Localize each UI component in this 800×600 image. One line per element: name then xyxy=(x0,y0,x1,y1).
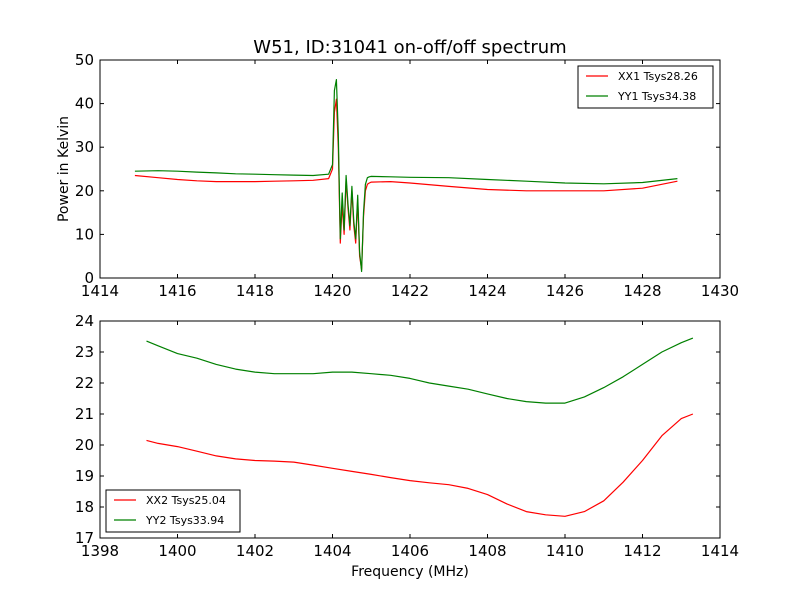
y-tick-label: 0 xyxy=(84,269,94,287)
legend-label: YY1 Tsys34.38 xyxy=(617,90,696,103)
y-tick-label: 24 xyxy=(75,312,94,330)
y-tick-label: 23 xyxy=(75,343,94,361)
y-tick-label: 20 xyxy=(75,436,94,454)
x-tick-label: 1398 xyxy=(81,542,119,560)
series-line-yy2 xyxy=(146,337,694,404)
x-tick-label: 1400 xyxy=(158,542,196,560)
legend-box xyxy=(105,489,241,533)
series-layer xyxy=(134,78,678,273)
legend: XX1 Tsys28.26 YY1 Tsys34.38 xyxy=(577,65,714,109)
x-tick-label: 1420 xyxy=(313,282,351,300)
x-tick-label: 1428 xyxy=(623,282,661,300)
y-tick-label: 21 xyxy=(75,405,94,423)
x-tick-label: 1414 xyxy=(701,542,739,560)
plot-frame xyxy=(99,59,721,279)
x-tick-label: 1422 xyxy=(391,282,429,300)
x-tick-label: 1416 xyxy=(158,282,196,300)
x-tick-label: 1430 xyxy=(701,282,739,300)
y-tick-label: 40 xyxy=(75,95,94,113)
y-axis-label: Power in Kelvin xyxy=(56,116,72,222)
tick-layer: 1414 1416 1418 1420 1422 1424 1426 1428 1430 0 10 2… xyxy=(75,51,739,300)
x-tick-label: 1414 xyxy=(81,282,119,300)
chart-title: W51, ID:31041 on-off/off spectrum xyxy=(253,37,566,58)
y-tick-label: 50 xyxy=(75,51,94,69)
legend-label: YY2 Tsys33.94 xyxy=(145,514,224,527)
y-tick-label: 30 xyxy=(75,138,94,156)
legend-label: XX2 Tsys25.04 xyxy=(146,494,226,507)
y-tick-label: 19 xyxy=(75,467,94,485)
y-tick-label: 18 xyxy=(75,498,94,516)
legend-label: XX1 Tsys28.26 xyxy=(618,70,698,83)
y-tick-label: 22 xyxy=(75,374,94,392)
plot-frame xyxy=(99,320,721,539)
series-line-xx2 xyxy=(146,413,694,517)
bottom-chart: Frequency (MHz) 1398 1400 1402 1404 1406 1408… xyxy=(75,312,739,580)
series-layer xyxy=(146,337,694,517)
y-tick-label: 17 xyxy=(75,529,94,547)
top-chart: W51, ID:31041 on-off/off spectrum Power … xyxy=(56,37,739,300)
x-tick-label: 1402 xyxy=(236,542,274,560)
x-axis-label: Frequency (MHz) xyxy=(351,564,469,580)
x-tick-label: 1418 xyxy=(236,282,274,300)
x-tick-label: 1406 xyxy=(391,542,429,560)
legend: XX2 Tsys25.04 YY2 Tsys33.94 xyxy=(105,489,241,533)
tick-layer: 1398 1400 1402 1404 1406 1408 1410 1412 1414 17 18… xyxy=(75,312,739,560)
x-tick-label: 1404 xyxy=(313,542,351,560)
y-tick-label: 20 xyxy=(75,182,94,200)
x-tick-label: 1412 xyxy=(623,542,661,560)
series-line-xx1 xyxy=(134,98,678,270)
x-tick-label: 1426 xyxy=(546,282,584,300)
y-tick-label: 10 xyxy=(75,225,94,243)
legend-box xyxy=(577,65,714,109)
x-tick-label: 1424 xyxy=(468,282,506,300)
x-tick-label: 1408 xyxy=(468,542,506,560)
x-tick-label: 1410 xyxy=(546,542,584,560)
series-line-yy1 xyxy=(134,78,678,273)
